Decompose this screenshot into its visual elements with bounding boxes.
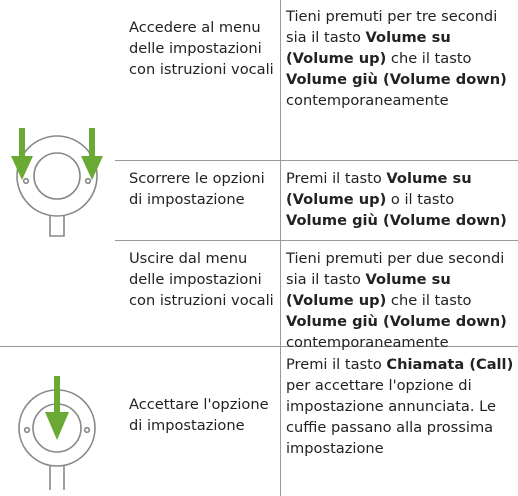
- button-name: Volume su (Volume up): [286, 271, 451, 309]
- action: Uscire dal menu delle impostazioni con i…: [129, 250, 274, 309]
- action: Accettare l'opzione di impostazione: [129, 396, 269, 434]
- instruction: Premi il tasto Chiamata (Call) per accet…: [286, 354, 516, 459]
- instruction-text: Premi il tasto: [286, 170, 387, 187]
- button-name: Volume su (Volume up): [286, 29, 451, 67]
- instruction-text: Tieni premuti per due secondi sia il tas…: [286, 250, 505, 288]
- instruction-text: che il tasto: [386, 292, 472, 309]
- row-divider: [0, 346, 518, 347]
- button-name: Volume giù (Volume down): [286, 71, 507, 88]
- column-divider: [280, 0, 281, 496]
- instruction-text: o il tasto: [386, 191, 455, 208]
- instruction: Tieni premuti per due secondi sia il tas…: [286, 248, 516, 353]
- action: Scorrere le opzioni di impostazione: [129, 170, 265, 208]
- row-divider: [115, 240, 518, 241]
- button-name: Volume giù (Volume down): [286, 212, 507, 229]
- button-name: Chiamata (Call): [386, 356, 514, 373]
- button-name: Volume su (Volume up): [286, 170, 472, 208]
- instruction-text: contemporaneamente: [286, 334, 449, 351]
- instruction-text: che il tasto: [386, 50, 472, 67]
- row-divider: [115, 160, 518, 161]
- instruction-text: per accettare l'opzione di impostazione …: [286, 377, 496, 457]
- instruction: Premi il tasto Volume su (Volume up) o i…: [286, 168, 516, 231]
- instruction-text: Premi il tasto: [286, 356, 387, 373]
- press-arrows: [11, 128, 103, 180]
- icons: [11, 128, 103, 490]
- instruction-text: contemporaneamente: [286, 92, 449, 109]
- button-name: Volume giù (Volume down): [286, 313, 507, 330]
- press-arrow: [45, 376, 69, 440]
- instruction-text: Tieni premuti per tre secondi sia il tas…: [286, 8, 498, 46]
- earbud-icon-volume: [16, 135, 98, 237]
- instruction: Tieni premuti per tre secondi sia il tas…: [286, 6, 516, 111]
- action: Accedere al menu delle impostazioni con …: [129, 19, 274, 78]
